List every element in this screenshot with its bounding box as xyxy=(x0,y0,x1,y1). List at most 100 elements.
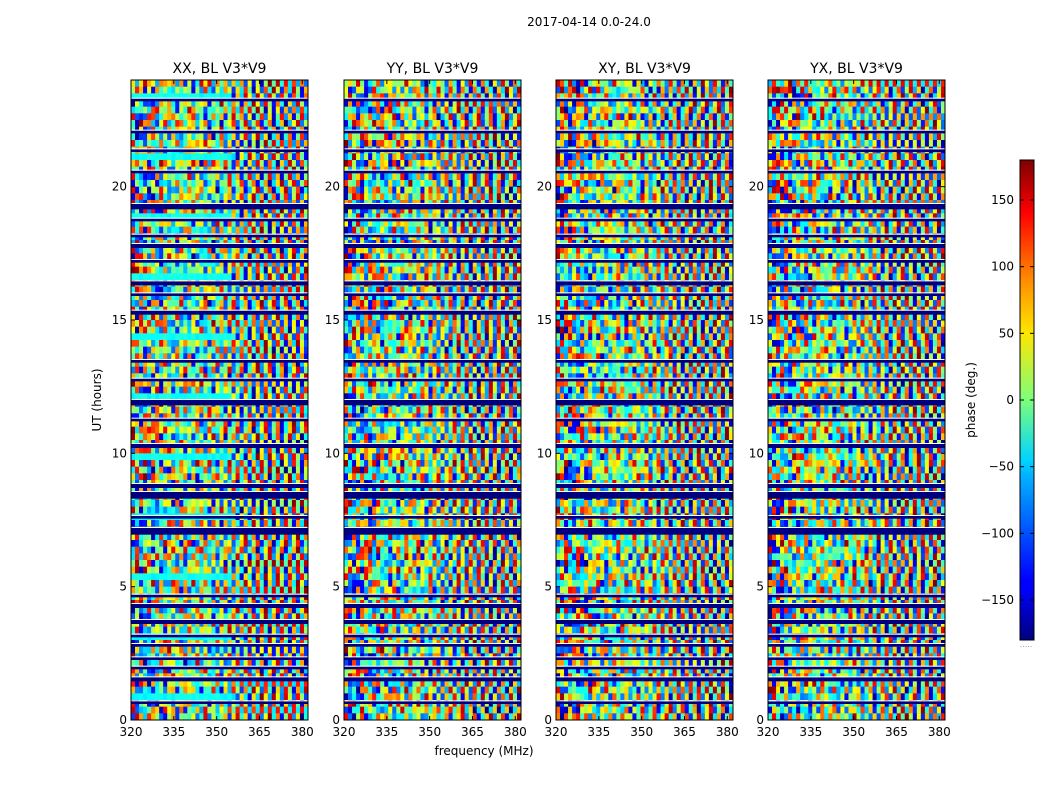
phase-cell xyxy=(440,100,445,108)
phase-cell xyxy=(239,366,245,374)
phase-cell xyxy=(175,520,180,528)
phase-cell xyxy=(251,133,257,141)
phase-cell xyxy=(199,153,204,161)
phase-cell xyxy=(143,466,148,474)
phase-cell xyxy=(267,260,273,268)
phase-cell xyxy=(199,460,204,468)
phase-cell xyxy=(235,153,241,161)
phase-cell xyxy=(231,253,236,261)
phase-cell xyxy=(508,153,514,161)
phase-cell xyxy=(219,573,224,581)
phase-cell xyxy=(303,140,309,148)
phase-cell xyxy=(175,613,180,621)
phase-cell xyxy=(263,360,269,368)
phase-cell xyxy=(143,706,148,714)
phase-cell xyxy=(207,580,212,588)
phase-cell xyxy=(452,80,458,88)
phase-cell xyxy=(247,220,253,228)
phase-cell xyxy=(211,86,216,94)
phase-cell xyxy=(131,193,136,201)
phase-cell xyxy=(227,546,232,554)
phase-cell xyxy=(255,93,261,101)
phase-cell xyxy=(472,113,478,121)
phase-cell xyxy=(139,540,144,548)
phase-cell xyxy=(303,413,309,421)
phase-cell xyxy=(195,426,200,434)
phase-cell xyxy=(147,106,152,114)
phase-cell xyxy=(275,246,281,254)
phase-cell xyxy=(135,393,140,401)
phase-cell xyxy=(203,546,208,554)
phase-cell xyxy=(187,533,192,541)
phase-cell xyxy=(131,680,136,688)
flag-band xyxy=(131,528,308,535)
phase-cell xyxy=(215,100,220,108)
phase-cell xyxy=(267,566,273,574)
phase-cell xyxy=(183,393,188,401)
phase-cell xyxy=(191,206,196,214)
phase-cell xyxy=(175,313,180,321)
phase-cell xyxy=(271,286,277,294)
phase-cell xyxy=(183,313,188,321)
phase-cell xyxy=(400,93,405,101)
phase-cell xyxy=(476,106,482,114)
phase-cell xyxy=(215,466,220,474)
phase-cell xyxy=(191,346,196,354)
phase-cell xyxy=(223,153,228,161)
phase-cell xyxy=(203,153,208,161)
phase-cell xyxy=(287,213,293,221)
phase-cell xyxy=(147,100,152,108)
phase-cell xyxy=(227,346,232,354)
phase-cell xyxy=(179,153,184,161)
phase-cell xyxy=(203,646,208,654)
phase-cell xyxy=(215,86,220,94)
phase-cell xyxy=(143,713,148,721)
phase-cell xyxy=(211,353,216,361)
phase-cell xyxy=(187,246,192,254)
phase-cell xyxy=(199,140,204,148)
phase-cell xyxy=(175,500,180,508)
phase-cell xyxy=(263,366,269,374)
phase-cell xyxy=(139,213,144,221)
phase-cell xyxy=(155,353,160,361)
phase-cell xyxy=(239,453,245,461)
phase-cell xyxy=(151,346,156,354)
phase-cell xyxy=(155,100,160,108)
phase-cell xyxy=(143,173,148,181)
phase-cell xyxy=(247,286,253,294)
phase-cell xyxy=(211,506,216,514)
phase-cell xyxy=(135,666,140,674)
phase-cell xyxy=(195,140,200,148)
phase-cell xyxy=(151,500,156,508)
phase-cell xyxy=(231,93,236,101)
phase-cell xyxy=(287,660,293,668)
phase-cell xyxy=(420,113,425,121)
phase-cell xyxy=(247,566,253,574)
phase-cell xyxy=(440,86,445,94)
phase-cell xyxy=(207,473,212,481)
phase-cell xyxy=(271,206,277,214)
phase-cell xyxy=(147,520,152,528)
phase-cell xyxy=(488,80,494,88)
phase-cell xyxy=(203,460,208,468)
phase-cell xyxy=(179,626,184,634)
phase-cell xyxy=(344,173,349,181)
phase-cell xyxy=(195,373,200,381)
phase-cell xyxy=(259,180,265,188)
phase-cell xyxy=(187,273,192,281)
phase-cell xyxy=(215,106,220,114)
phase-cell xyxy=(492,80,498,88)
phase-cell xyxy=(203,326,208,334)
phase-cell xyxy=(195,246,200,254)
phase-cell xyxy=(283,453,289,461)
phase-cell xyxy=(151,153,156,161)
phase-cell xyxy=(267,693,273,701)
phase-cell xyxy=(396,180,401,188)
phase-cell xyxy=(275,713,281,721)
phase-cell xyxy=(243,326,249,334)
phase-cell xyxy=(251,313,257,321)
phase-cell xyxy=(223,206,228,214)
phase-cell xyxy=(223,446,228,454)
phase-cell xyxy=(279,93,285,101)
phase-cell xyxy=(171,433,176,441)
